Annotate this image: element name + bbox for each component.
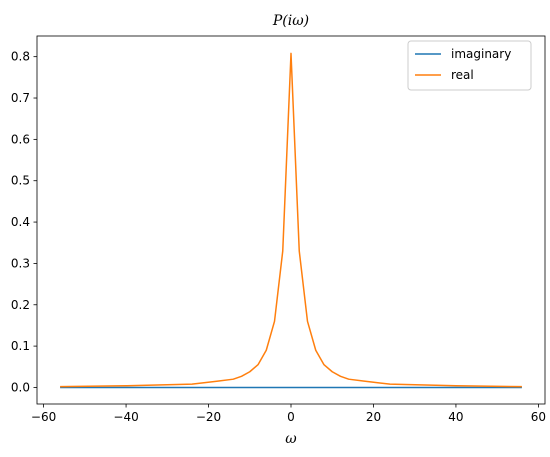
legend: imaginary real xyxy=(407,40,532,91)
y-tick-label: 0.1 xyxy=(11,339,30,353)
legend-label-real: real xyxy=(451,68,474,82)
x-axis-title: ω xyxy=(285,431,297,447)
x-tick-label: −40 xyxy=(113,410,138,424)
x-tick-label: 0 xyxy=(287,410,295,424)
x-tick-label: 60 xyxy=(531,410,546,424)
y-tick-label: 0.5 xyxy=(11,174,30,188)
y-tick-label: 0.4 xyxy=(11,215,30,229)
series-line-real xyxy=(60,52,522,388)
y-tick-label: 0.7 xyxy=(11,91,30,105)
chart-title: P(iω) xyxy=(272,13,309,29)
x-axis-ticks: −60 −40 −20 0 20 40 60 xyxy=(31,404,546,424)
x-tick-label: −20 xyxy=(196,410,221,424)
x-tick-label: −60 xyxy=(31,410,56,424)
series-layer xyxy=(60,52,522,389)
y-tick-label: 0.0 xyxy=(11,380,30,394)
y-tick-label: 0.2 xyxy=(11,298,30,312)
y-tick-label: 0.3 xyxy=(11,256,30,270)
legend-label-imaginary: imaginary xyxy=(451,47,511,61)
y-axis-ticks: 0.0 0.1 0.2 0.3 0.4 0.5 0.6 0.7 0.8 xyxy=(11,50,37,394)
x-tick-label: 40 xyxy=(448,410,463,424)
y-tick-label: 0.8 xyxy=(11,50,30,64)
x-tick-label: 20 xyxy=(366,410,381,424)
plot-area xyxy=(37,36,545,404)
y-tick-label: 0.6 xyxy=(11,132,30,146)
